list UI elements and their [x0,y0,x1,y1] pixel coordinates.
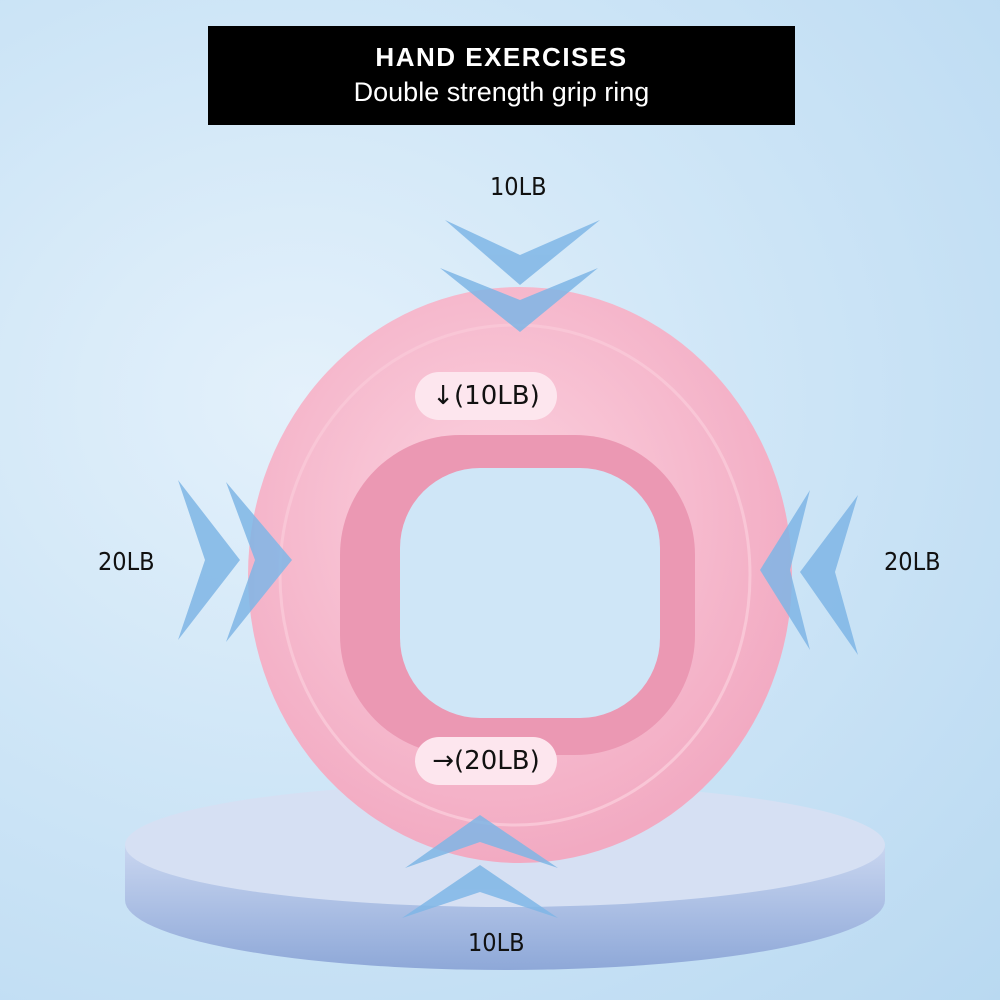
grip-ring [248,287,792,863]
label-bottom: 10LB [468,928,525,957]
label-left: 20LB [98,547,155,576]
label-right: 20LB [884,547,941,576]
chevron-left-icon [800,495,858,655]
chevron-right-icon [178,480,240,640]
banner-title: HAND EXERCISES [375,42,628,72]
chevron-right-icon [226,482,292,642]
lower-marker: →(20LB) [415,737,557,785]
arrows [178,220,858,918]
upper-marker: ↓(10LB) [415,372,557,420]
chevron-up-icon [405,815,558,868]
title-banner: HAND EXERCISES Double strength grip ring [208,26,795,125]
chevron-down-icon [445,220,600,285]
chevron-up-icon [402,865,558,918]
chevron-left-icon [760,490,810,650]
chevron-down-icon [440,268,598,332]
banner-subtitle: Double strength grip ring [353,77,650,107]
label-top: 10LB [490,172,547,201]
